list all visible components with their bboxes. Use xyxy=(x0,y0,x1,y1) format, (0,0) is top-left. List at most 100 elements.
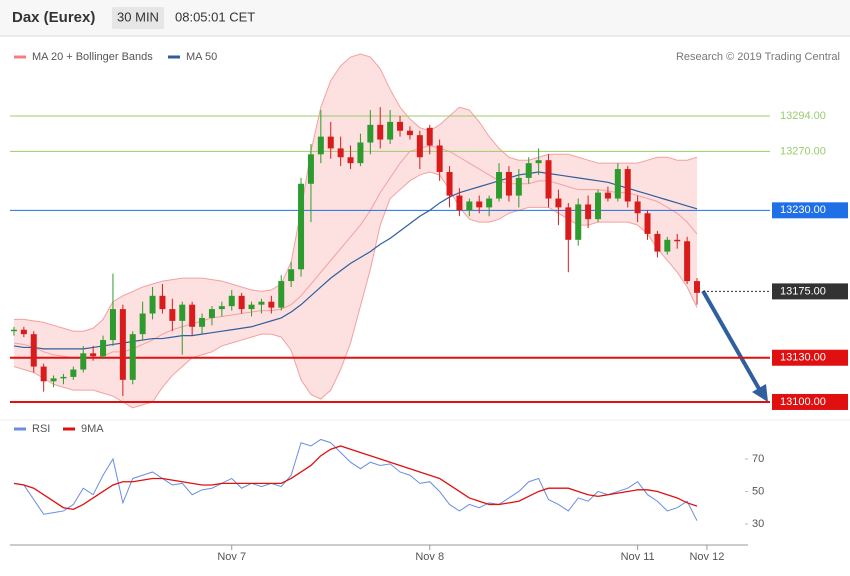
candle-body xyxy=(406,130,413,136)
candle-body xyxy=(169,309,176,321)
legend-label: 9MA xyxy=(81,423,104,435)
timeframe-box xyxy=(112,7,164,29)
level-label: 13270.00 xyxy=(780,145,826,157)
candle-body xyxy=(189,304,196,327)
candle-body xyxy=(525,163,532,178)
level-box xyxy=(772,349,848,366)
y-tick-label: 50 xyxy=(752,485,764,497)
y-tick-label: 70 xyxy=(752,453,764,465)
candle-body xyxy=(50,378,57,382)
candle-body xyxy=(139,313,146,335)
level-label: 13100.00 xyxy=(780,396,826,408)
candle-body xyxy=(416,135,423,158)
rsi-line xyxy=(13,445,698,511)
candle-body xyxy=(585,204,592,220)
x-tick-label: Nov 12 xyxy=(689,551,724,563)
candle-body xyxy=(179,304,186,321)
upper-band xyxy=(13,53,698,332)
legend-label: MA 50 xyxy=(186,51,217,63)
candle-body xyxy=(466,201,473,211)
level-box xyxy=(772,283,848,300)
candle-body xyxy=(70,369,77,377)
ma20 xyxy=(13,144,698,359)
title: Dax (Eurex) xyxy=(12,9,95,26)
candle-body xyxy=(10,329,17,332)
candle-body xyxy=(347,157,354,164)
candle-body xyxy=(298,183,305,270)
candle-body xyxy=(377,124,384,140)
candle-body xyxy=(60,376,67,379)
lower-band xyxy=(13,171,698,409)
candle-body xyxy=(268,301,275,308)
candle-body xyxy=(634,201,641,214)
candle-body xyxy=(248,304,255,310)
candle-body xyxy=(505,171,512,196)
candle-body xyxy=(476,201,483,208)
level-label: 13294.00 xyxy=(780,110,826,122)
candle-body xyxy=(317,136,324,155)
candle-body xyxy=(664,239,671,252)
candle-body xyxy=(644,213,651,234)
y-tick-label: 30 xyxy=(752,518,764,530)
candle-body xyxy=(397,121,404,131)
candle-body xyxy=(367,124,374,143)
candle-body xyxy=(199,317,206,327)
rsi-line xyxy=(13,438,698,521)
legend-label: RSI xyxy=(32,423,50,435)
candle-body xyxy=(30,334,37,367)
candle-body xyxy=(307,154,314,184)
candle-body xyxy=(595,192,602,220)
candle-body xyxy=(238,295,245,310)
candle-body xyxy=(555,198,562,208)
credit: Research © 2019 Trading Central xyxy=(676,51,840,63)
candle-body xyxy=(654,233,661,252)
level-label: 13230.00 xyxy=(780,204,826,216)
candle-body xyxy=(337,148,344,158)
candle-body xyxy=(486,198,493,208)
candle-body xyxy=(426,127,433,146)
level-label: 13175.00 xyxy=(780,285,826,297)
candle-body xyxy=(288,269,295,282)
candle-body xyxy=(535,160,542,164)
candle-body xyxy=(327,136,334,149)
candle-body xyxy=(100,340,107,357)
candle-body xyxy=(208,309,215,318)
level-label: 13130.00 xyxy=(780,352,826,364)
candle-body xyxy=(129,334,136,380)
x-tick-label: Nov 11 xyxy=(621,551,655,563)
candle-body xyxy=(278,281,285,308)
forecast-arrow xyxy=(701,290,764,395)
candle-body xyxy=(357,142,364,164)
legend-label: MA 20 + Bollinger Bands xyxy=(32,51,153,63)
candle-body xyxy=(119,309,126,380)
candle-body xyxy=(674,239,681,242)
candle-body xyxy=(515,177,522,196)
candle-body xyxy=(614,169,621,199)
candle-body xyxy=(446,171,453,196)
candle-body xyxy=(387,121,394,140)
candle-body xyxy=(575,204,582,240)
candle-body xyxy=(496,171,503,199)
candle-body xyxy=(565,207,572,240)
candle-body xyxy=(624,169,631,202)
candle-body xyxy=(604,192,611,199)
candle-body xyxy=(684,241,691,282)
candle-body xyxy=(258,301,265,305)
candle-body xyxy=(159,295,166,310)
candle-body xyxy=(694,281,701,293)
level-box xyxy=(772,393,848,410)
timeframe: 30 MIN xyxy=(117,9,159,24)
arrow-head xyxy=(752,384,768,402)
candle-body xyxy=(436,145,443,172)
candle-body xyxy=(218,306,225,310)
x-tick-label: Nov 8 xyxy=(415,551,444,563)
time: 08:05:01 CET xyxy=(175,9,255,24)
candle-body xyxy=(40,366,47,382)
ma50 xyxy=(13,171,698,350)
candle-body xyxy=(545,160,552,199)
candle-body xyxy=(90,353,97,357)
level-box xyxy=(772,202,848,219)
x-tick-label: Nov 7 xyxy=(217,551,246,563)
candle-body xyxy=(228,295,235,307)
